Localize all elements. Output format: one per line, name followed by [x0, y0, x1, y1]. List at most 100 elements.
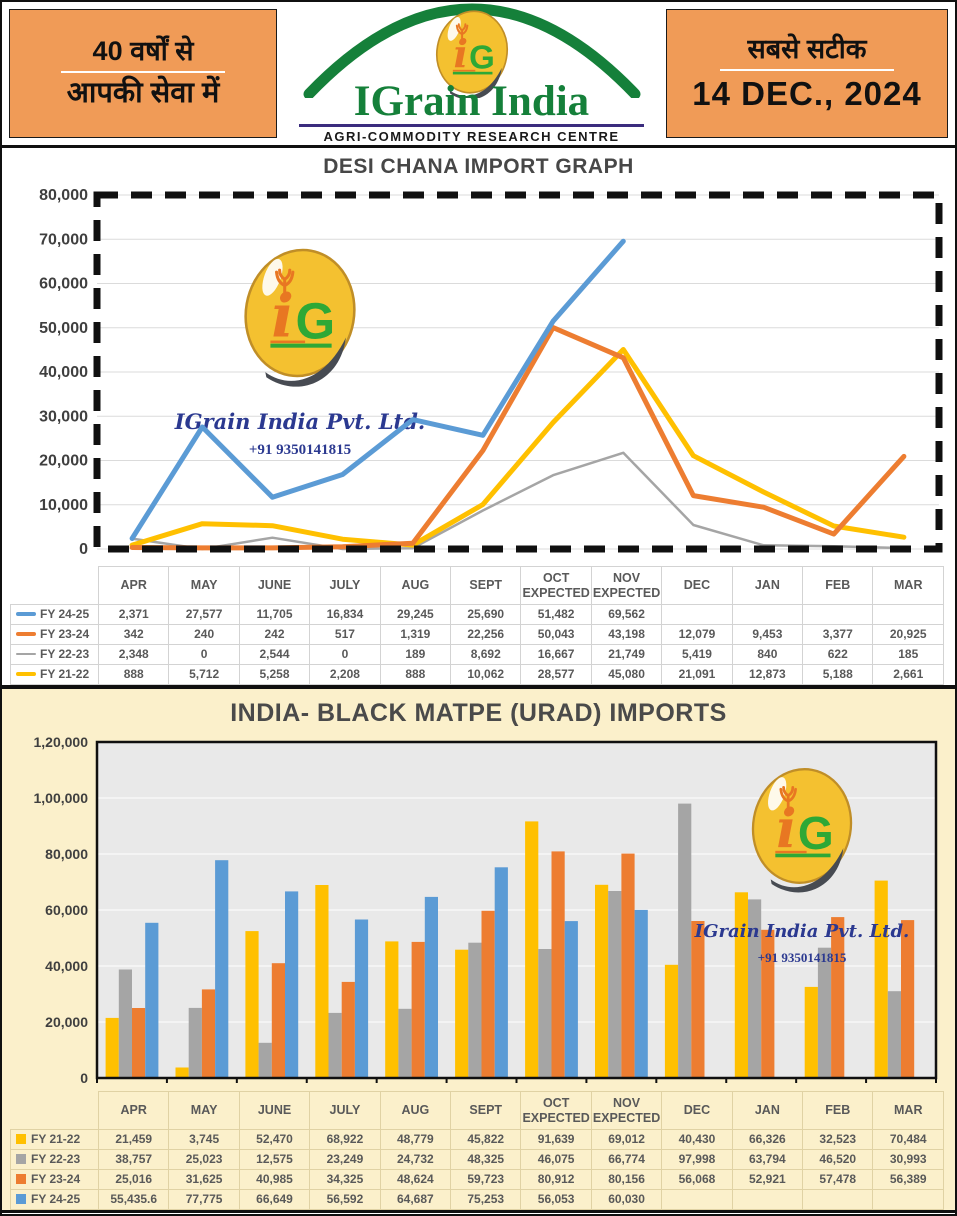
- table-cell: 11,705: [238, 604, 311, 625]
- bar-FY22-23: [258, 1042, 272, 1078]
- table-cell: 185: [872, 644, 944, 665]
- bar-FY23-24: [691, 921, 705, 1078]
- table-cell: 60,030: [590, 1189, 663, 1210]
- table-cell: 21,091: [661, 664, 733, 685]
- bar-FY21-22: [874, 880, 888, 1078]
- series-line-FY23-24: [129, 325, 907, 551]
- bar-FY21-22: [664, 964, 679, 1078]
- table-cell: 30,993: [872, 1149, 944, 1170]
- table-cell: [731, 1189, 804, 1210]
- series-line-FY24-25: [129, 238, 626, 541]
- y-axis-tick-label: 20,000: [45, 1014, 88, 1030]
- series-line-FY21-22: [129, 347, 907, 548]
- line-chart: 0 10,000 20,000 30,000 40,000 50,000 60,000 70,…: [2, 181, 955, 566]
- series-color-chip: [16, 612, 36, 617]
- header-right-divider: [720, 69, 894, 72]
- table-cell: 59,723: [450, 1169, 522, 1190]
- table-cell: 2,348: [97, 644, 170, 665]
- table-row: FY 21-22 21,459 3,745 52,470 68,922 48,779 45,…: [10, 1129, 944, 1150]
- month-header: APR: [97, 1091, 170, 1130]
- chart-data-table: APR MAY JUNE JULY AUG SEPT OCT EXPECTED NOV EXPEC…: [10, 1091, 944, 1210]
- bar-FY21-22: [804, 986, 818, 1078]
- table-cell: 5,258: [238, 664, 311, 685]
- bar-chart: 0 20,000 40,000 60,000 80,000 1,00,000 1,20,00…: [2, 734, 955, 1091]
- table-cell: [661, 1189, 733, 1210]
- series-color-chip: [16, 1194, 26, 1205]
- table-cell: 240: [168, 624, 240, 645]
- y-axis-tick-label: 70,000: [39, 231, 88, 248]
- table-cell: 21,459: [97, 1129, 170, 1150]
- table-cell: 10,062: [450, 664, 522, 685]
- y-axis-tick-label: 40,000: [39, 364, 88, 381]
- header-left-line2: आपकी सेवा में: [66, 77, 220, 110]
- table-row: FY 22-23 2,348 0 2,544 0 189 8,692 16,667 21,749…: [10, 644, 944, 665]
- series-line-FY22-23: [130, 451, 906, 551]
- y-axis-tick-label: 10,000: [39, 497, 88, 514]
- brand-text: IGrain India AGRI-COMMODITY RESEARCH CEN…: [284, 80, 659, 144]
- month-header: SEPT: [450, 1091, 522, 1130]
- bar-FY22-23: [817, 947, 832, 1078]
- watermark-phone: +91 9350141815: [758, 950, 847, 965]
- brand-block: i G IGrain India AGRI-COMMODITY RESEARCH…: [284, 2, 659, 145]
- table-cell: 38,757: [97, 1149, 170, 1170]
- table-cell: [872, 604, 944, 625]
- bar-FY21-22: [455, 949, 469, 1078]
- month-header: JAN: [731, 1091, 804, 1130]
- month-header: JULY: [309, 566, 381, 605]
- series-color-chip: [16, 1174, 26, 1185]
- table-row: FY 23-24 342 240 242 517 1,319 22,256 50,043 43,…: [10, 624, 944, 645]
- table-cell: 70,484: [872, 1129, 944, 1150]
- month-header: JULY: [309, 1091, 381, 1130]
- bar-FY24-25: [494, 867, 508, 1078]
- month-header: JUNE: [238, 566, 311, 605]
- table-cell: 888: [379, 664, 452, 685]
- bar-FY23-24: [901, 920, 915, 1078]
- bar-FY23-24: [341, 981, 355, 1078]
- igrain-logo-watermark: i G: [244, 248, 356, 387]
- bar-FY24-25: [424, 896, 438, 1078]
- table-cell: 20,925: [872, 624, 944, 645]
- header: 40 वर्षों से आपकी सेवा में i G IGrain In…: [2, 2, 955, 145]
- table-cell: 45,080: [590, 664, 663, 685]
- table-cell: 91,639: [520, 1129, 592, 1150]
- table-cell: 5,188: [802, 664, 874, 685]
- table-cell: 66,774: [590, 1149, 663, 1170]
- bar-FY24-25: [215, 860, 229, 1078]
- table-cell: 75,253: [450, 1189, 522, 1210]
- series-label: FY 21-22: [10, 1129, 99, 1150]
- series-label: FY 24-25: [10, 1189, 99, 1210]
- series-label: FY 22-23: [10, 1149, 99, 1170]
- table-cell: 5,712: [168, 664, 240, 685]
- table-cell: 55,435.6: [97, 1189, 170, 1210]
- table-cell: 66,649: [238, 1189, 311, 1210]
- table-row: FY 22-23 38,757 25,023 12,575 23,249 24,732 48…: [10, 1149, 944, 1170]
- table-cell: 12,079: [661, 624, 733, 645]
- table-cell: 2,208: [309, 664, 381, 685]
- table-cell: 0: [168, 644, 240, 665]
- igrain-logo-watermark: i G: [751, 768, 853, 893]
- table-cell: 68,922: [309, 1129, 381, 1150]
- month-header: OCT EXPECTED: [520, 1091, 592, 1130]
- table-cell: 50,043: [520, 624, 592, 645]
- table-cell: 51,482: [520, 604, 592, 625]
- month-header: AUG: [379, 1091, 452, 1130]
- bar-FY22-23: [398, 1008, 412, 1078]
- series-color-chip: [16, 632, 36, 637]
- bar-FY21-22: [245, 931, 259, 1078]
- bar-FY22-23: [748, 899, 762, 1078]
- table-cell: [802, 1189, 874, 1210]
- table-cell: 25,690: [450, 604, 522, 625]
- table-cell: 56,389: [872, 1169, 944, 1190]
- line-chart-svg: 0 10,000 20,000 30,000 40,000 50,000 60,000 70,…: [39, 187, 943, 558]
- series-color-chip: [16, 672, 36, 677]
- table-cell: 40,985: [238, 1169, 311, 1190]
- watermark-company: IGrain India Pvt. Ltd.: [174, 409, 425, 434]
- header-date: 14 DEC., 2024: [692, 75, 922, 113]
- line-chart-title: DESI CHANA IMPORT GRAPH: [323, 155, 634, 178]
- bar-FY22-23: [328, 1012, 342, 1078]
- table-cell: 97,998: [661, 1149, 733, 1170]
- series-color-chip: [16, 1154, 26, 1165]
- table-cell: 69,562: [590, 604, 663, 625]
- table-cell: 56,068: [661, 1169, 733, 1190]
